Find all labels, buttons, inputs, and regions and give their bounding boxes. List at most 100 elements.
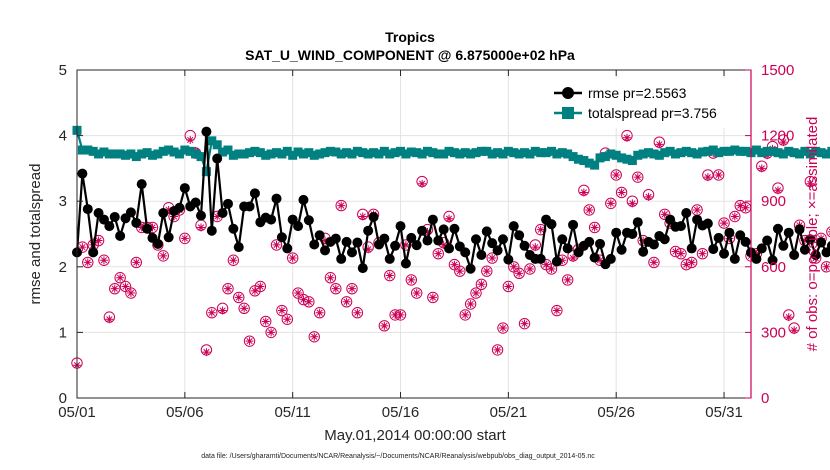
obs-assimilated-marker [218, 306, 227, 315]
rmse-marker [816, 237, 827, 248]
obs-assimilated-marker [714, 170, 723, 179]
obs-assimilated-marker [671, 247, 680, 256]
obs-assimilated-marker [649, 258, 658, 267]
obs-possible-marker [313, 307, 326, 319]
totalspread-marker [730, 145, 740, 155]
obs-possible-marker [82, 256, 94, 269]
rmse-marker [417, 225, 428, 236]
totalspread-marker [304, 148, 314, 158]
rmse-marker [497, 234, 508, 245]
totalspread-marker [396, 146, 406, 156]
rmse-marker [514, 230, 525, 241]
obs-assimilated-marker [137, 223, 146, 232]
y-tick-label-left: 1 [59, 324, 67, 341]
obs-possible-marker [222, 282, 234, 295]
rmse-marker [675, 221, 686, 232]
rmse-marker [605, 253, 616, 264]
totalspread-marker [417, 149, 427, 159]
totalspread-marker [520, 148, 530, 158]
totalspread-marker [239, 149, 249, 159]
obs-assimilated-marker [606, 199, 615, 208]
totalspread-marker [191, 149, 201, 159]
totalspread-marker [536, 148, 546, 158]
obs-assimilated-marker [790, 326, 799, 335]
obs-assimilated-marker [132, 258, 141, 267]
rmse-marker [449, 223, 460, 234]
obs-possible-marker [513, 267, 525, 280]
obs-possible-marker [561, 274, 574, 286]
totalspread-marker [142, 148, 152, 158]
obs-assimilated-marker [396, 310, 405, 319]
totalspread-marker [466, 149, 476, 159]
rmse-marker [406, 232, 417, 243]
totalspread-marker [331, 147, 341, 157]
rmse-marker [384, 253, 395, 264]
obs-assimilated-marker [148, 223, 157, 232]
rmse-marker [535, 253, 546, 264]
rmse-marker [395, 221, 406, 232]
totalspread-marker [315, 149, 325, 159]
rmse-marker [546, 219, 557, 230]
y-tick-label-right: 600 [761, 259, 786, 276]
obs-possible-marker [384, 269, 396, 282]
rmse-marker [427, 214, 438, 225]
obs-assimilated-marker [159, 251, 168, 260]
obs-assimilated-marker [461, 310, 470, 319]
totalspread-marker [255, 148, 265, 158]
rmse-marker [508, 221, 519, 232]
obs-assimilated-marker [725, 234, 734, 243]
obs-possible-marker [206, 307, 218, 319]
y-tick-label-left: 3 [59, 193, 67, 210]
obs-assimilated-marker [272, 240, 281, 249]
obs-possible-marker [659, 208, 671, 221]
totalspread-marker [584, 158, 594, 168]
rmse-marker [196, 210, 207, 221]
totalspread-marker [94, 149, 104, 159]
obs-assimilated-marker [504, 282, 513, 291]
axis-ticks: 05/01 05/06 05/11 05/16 05/21 05/26 05/31 0 1 2 3 4… [58, 62, 794, 421]
obs-assimilated-marker [283, 315, 292, 324]
obs-assimilated-marker [380, 321, 389, 330]
rmse-marker [460, 247, 471, 258]
totalspread-marker [654, 150, 664, 160]
obs-possible-marker [400, 239, 412, 251]
obs-assimilated-marker [407, 275, 416, 284]
rmse-marker [282, 243, 293, 254]
totalspread-marker [509, 148, 519, 158]
obs-assimilated-marker [493, 345, 502, 354]
obs-possible-marker [340, 296, 353, 308]
rmse-marker [249, 188, 260, 199]
rmse-marker [589, 252, 600, 263]
obs-possible-marker [454, 265, 466, 277]
rmse-marker [298, 194, 309, 205]
obs-assimilated-marker [229, 256, 238, 265]
obs-possible-marker [545, 263, 558, 275]
totalspread-marker [633, 150, 643, 160]
obs-possible-marker [238, 302, 250, 315]
obs-assimilated-marker [547, 264, 556, 273]
y-tick-label-left: 4 [59, 128, 67, 145]
rmse-marker [805, 234, 816, 245]
rmse-marker [266, 214, 277, 225]
totalspread-marker [374, 149, 384, 159]
totalspread-marker [169, 147, 179, 157]
x-tick-label: 05/26 [597, 404, 635, 421]
obs-possible-marker [346, 282, 358, 295]
obs-assimilated-marker [94, 236, 103, 245]
totalspread-marker [487, 149, 497, 159]
obs-assimilated-marker [639, 236, 648, 245]
totalspread-marker [347, 149, 357, 159]
totalspread-marker [342, 148, 352, 158]
totalspread-marker [83, 145, 93, 155]
totalspread-marker [649, 149, 659, 159]
rmse-marker [772, 223, 783, 234]
obs-assimilated-marker [180, 234, 189, 243]
rmse-marker [713, 232, 724, 243]
totalspread-marker [703, 146, 713, 156]
obs-possible-marker [475, 278, 488, 290]
obs-assimilated-marker [364, 245, 373, 254]
legend-rmse-marker [562, 87, 574, 99]
totalspread-marker [352, 146, 362, 156]
totalspread-marker [293, 147, 303, 157]
totalspread-marker [104, 149, 114, 159]
